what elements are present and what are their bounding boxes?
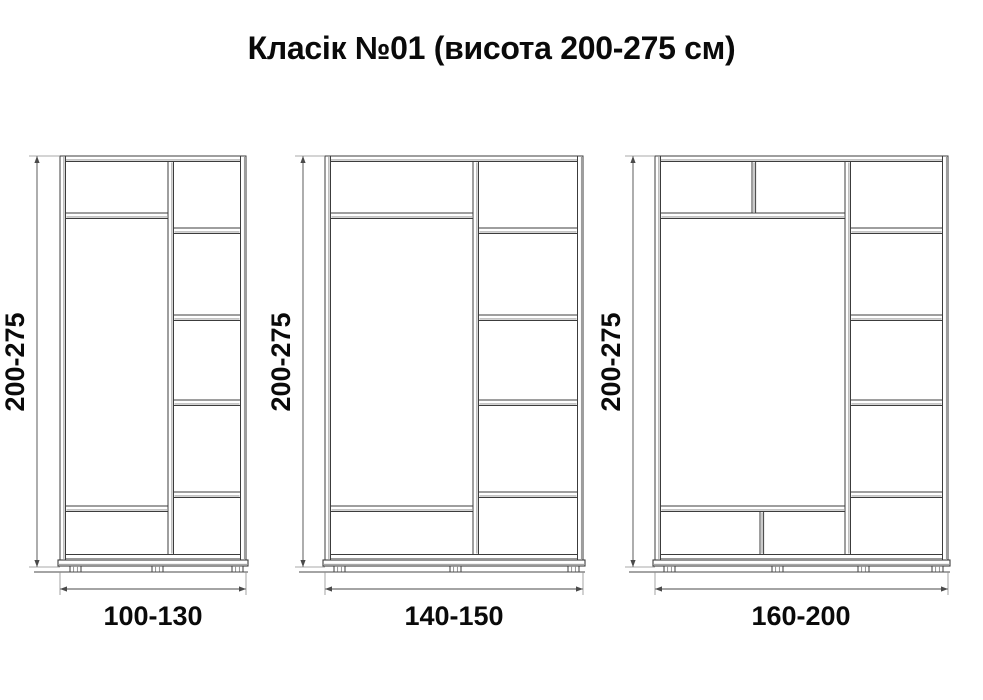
cabinet-3-right-side-panel <box>942 155 949 561</box>
cabinet-1-main-divider <box>167 161 174 555</box>
cabinet-3-main-divider <box>844 161 851 555</box>
cabinet-2-right-side-panel <box>577 155 584 561</box>
cabinet-3-top-panel <box>654 155 949 162</box>
cabinet-1-foot-3 <box>231 565 244 573</box>
cabinet-3-height-label: 200-275 <box>596 312 626 411</box>
cabinet-1-height-dimension: 200-275 <box>0 155 60 568</box>
cabinet-2-right-shelf-4 <box>478 491 578 498</box>
cabinet-1-right-side-panel <box>240 155 247 561</box>
cabinet-3-width-dimension: 160-200 <box>654 572 949 631</box>
cabinet-3-foot-4 <box>931 565 944 573</box>
cabinet-3-right-shelf-1 <box>850 227 943 234</box>
cabinet-1-foot-1 <box>69 565 82 573</box>
cabinet-2-right-shelf-1 <box>478 227 578 234</box>
cabinet-2 <box>299 155 586 573</box>
cabinet-1 <box>34 155 249 573</box>
cabinet-2-height-label: 200-275 <box>266 312 296 411</box>
cabinet-2-top-panel <box>324 155 584 162</box>
cabinet-2-left-bottom-shelf <box>330 505 474 512</box>
cabinet-1-height-arrow-top <box>34 156 40 163</box>
cabinet-3 <box>629 155 951 573</box>
cabinet-1-height-label: 200-275 <box>0 312 30 411</box>
cabinet-3-width-label: 160-200 <box>751 601 850 631</box>
cabinet-2-foot-2 <box>449 565 462 573</box>
cabinet-1-height-arrow-bottom <box>34 560 40 567</box>
cabinet-2-height-arrow-top <box>300 156 306 163</box>
cabinet-3-foot-body-3 <box>857 565 870 573</box>
cabinet-3-height-arrow-bottom <box>630 560 636 567</box>
cabinet-3-foot-body-4 <box>931 565 944 573</box>
cabinet-3-width-arrow-left <box>655 586 662 592</box>
cabinet-3-height-arrow-top <box>630 156 636 163</box>
cabinet-3-foot-3 <box>857 565 870 573</box>
cabinet-3-foot-1 <box>663 565 676 573</box>
cabinet-2-foot-body-1 <box>333 565 346 573</box>
cabinet-3-right-shelf-3 <box>850 399 943 406</box>
cabinet-2-width-dimension: 140-150 <box>324 572 584 631</box>
cabinet-3-left-top-shelf <box>660 212 846 219</box>
cabinet-1-right-shelf-2 <box>173 314 241 321</box>
cabinet-2-base-board <box>322 559 586 567</box>
cabinet-1-width-arrow-left <box>60 586 67 592</box>
cabinet-1-width-arrow-right <box>239 586 246 592</box>
cabinet-1-width-label: 100-130 <box>103 601 202 631</box>
cabinet-2-right-shelf-2 <box>478 314 578 321</box>
cabinet-1-right-shelf-3 <box>173 399 241 406</box>
cabinet-1-bottom-panel <box>59 554 247 561</box>
cabinet-2-height-arrow-bottom <box>300 560 306 567</box>
cabinet-2-foot-body-2 <box>449 565 462 573</box>
cabinet-1-top-panel <box>59 155 247 162</box>
cabinet-1-left-bottom-shelf <box>65 505 169 512</box>
page-title: Класік №01 (висота 200-275 см) <box>247 30 736 66</box>
cabinet-2-bottom-panel <box>324 554 584 561</box>
cabinet-2-main-divider <box>472 161 479 555</box>
cabinet-1-width-dimension: 100-130 <box>59 572 247 631</box>
cabinet-3-width-arrow-right <box>941 586 948 592</box>
cabinet-2-height-dimension: 200-275 <box>266 155 325 568</box>
cabinet-3-right-shelf-4 <box>850 491 943 498</box>
cabinet-1-right-shelf-4 <box>173 491 241 498</box>
cabinet-2-foot-1 <box>333 565 346 573</box>
cabinet-3-right-shelf-2 <box>850 314 943 321</box>
cabinet-3-foot-2 <box>771 565 784 573</box>
cabinet-1-left-side-panel <box>59 155 66 561</box>
cabinet-1-right-shelf-1 <box>173 227 241 234</box>
cabinet-1-foot-body-1 <box>69 565 82 573</box>
cabinet-1-foot-body-2 <box>151 565 164 573</box>
cabinet-1-foot-body-3 <box>231 565 244 573</box>
cabinet-3-base-board <box>652 559 951 567</box>
cabinet-2-foot-3 <box>567 565 580 573</box>
cabinet-3-bottom-panel <box>654 554 949 561</box>
cabinet-2-left-side-panel <box>324 155 331 561</box>
cabinet-3-left-bottom-shelf <box>660 505 846 512</box>
cabinet-3-height-dimension: 200-275 <box>596 155 655 568</box>
cabinet-2-left-top-shelf <box>330 212 474 219</box>
cabinet-2-width-label: 140-150 <box>404 601 503 631</box>
cabinet-2-right-shelf-3 <box>478 399 578 406</box>
cabinet-2-width-arrow-left <box>325 586 332 592</box>
cabinet-3-foot-body-2 <box>771 565 784 573</box>
cabinet-1-foot-2 <box>151 565 164 573</box>
cabinet-1-left-top-shelf <box>65 212 169 219</box>
cabinet-2-foot-body-3 <box>567 565 580 573</box>
cabinet-1-base-board <box>57 559 249 567</box>
cabinet-3-left-side-panel <box>654 155 661 561</box>
cabinet-2-width-arrow-right <box>576 586 583 592</box>
cabinet-3-foot-body-1 <box>663 565 676 573</box>
